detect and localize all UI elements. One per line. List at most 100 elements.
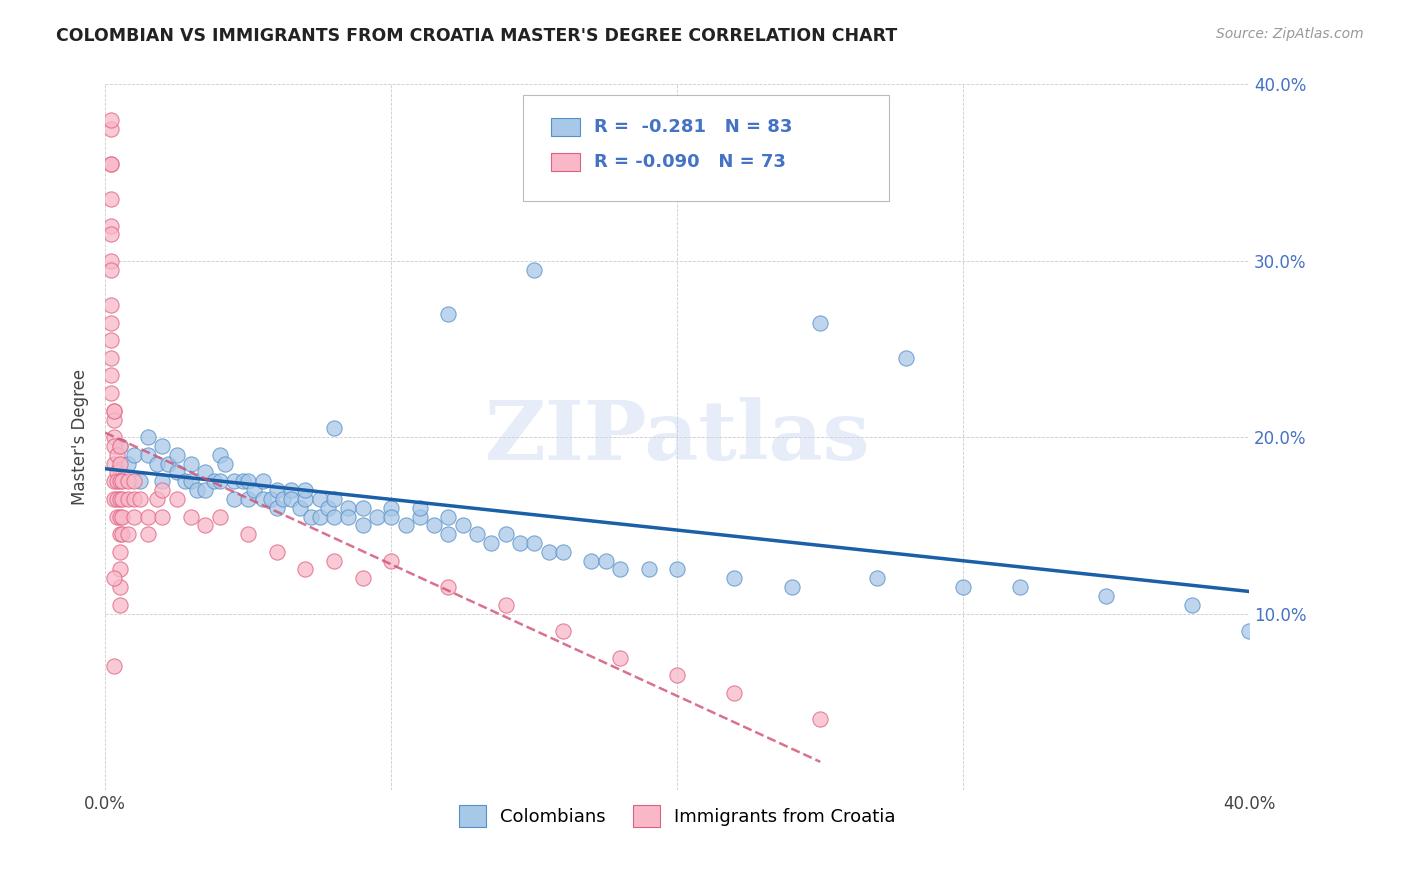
Point: [409, 500, 432, 515]
Point: [100, 157, 122, 171]
Point: [266, 483, 288, 497]
Point: [266, 545, 288, 559]
Point: [294, 491, 316, 506]
Point: [352, 571, 374, 585]
Point: [308, 491, 330, 506]
Point: [105, 509, 128, 524]
Point: [108, 527, 131, 541]
Point: [479, 536, 502, 550]
Point: [108, 562, 131, 576]
Point: [157, 457, 180, 471]
Point: [152, 475, 174, 489]
Point: [122, 475, 145, 489]
Point: [323, 491, 346, 506]
Text: R =  -0.281   N = 83: R = -0.281 N = 83: [593, 118, 792, 136]
Point: [103, 475, 125, 489]
Point: [122, 509, 145, 524]
Point: [122, 448, 145, 462]
Legend: Colombians, Immigrants from Croatia: Colombians, Immigrants from Croatia: [451, 797, 903, 834]
Point: [108, 509, 131, 524]
Point: [208, 475, 231, 489]
Point: [166, 491, 188, 506]
Point: [100, 121, 122, 136]
Point: [111, 475, 134, 489]
Point: [666, 562, 689, 576]
Point: [103, 430, 125, 444]
Point: [145, 457, 167, 471]
Point: [1095, 589, 1118, 603]
Point: [108, 475, 131, 489]
Point: [323, 509, 346, 524]
Point: [495, 527, 517, 541]
Point: [465, 527, 488, 541]
Point: [108, 457, 131, 471]
Point: [595, 554, 617, 568]
Point: [437, 527, 460, 541]
Point: [100, 192, 122, 206]
Point: [318, 500, 340, 515]
Point: [808, 712, 831, 726]
Point: [180, 475, 202, 489]
Point: [111, 491, 134, 506]
Point: [523, 536, 546, 550]
Point: [103, 412, 125, 426]
Point: [145, 491, 167, 506]
Point: [103, 659, 125, 673]
Point: [108, 491, 131, 506]
Point: [152, 509, 174, 524]
Point: [551, 545, 574, 559]
Point: [105, 475, 128, 489]
Point: [108, 439, 131, 453]
Point: [100, 262, 122, 277]
Point: [1239, 624, 1261, 639]
Point: [100, 227, 122, 242]
Point: [299, 509, 322, 524]
Point: [100, 351, 122, 365]
Point: [186, 483, 208, 497]
Point: [111, 527, 134, 541]
Point: [100, 298, 122, 312]
Point: [111, 509, 134, 524]
Point: [194, 518, 217, 533]
Point: [380, 500, 402, 515]
Point: [103, 439, 125, 453]
Text: COLOMBIAN VS IMMIGRANTS FROM CROATIA MASTER'S DEGREE CORRELATION CHART: COLOMBIAN VS IMMIGRANTS FROM CROATIA MAS…: [56, 27, 897, 45]
Point: [103, 403, 125, 417]
Point: [174, 475, 197, 489]
Point: [294, 562, 316, 576]
Point: [366, 509, 388, 524]
Point: [136, 509, 159, 524]
FancyBboxPatch shape: [523, 95, 889, 201]
Point: [100, 368, 122, 383]
Point: [194, 466, 217, 480]
Point: [243, 483, 266, 497]
Point: [423, 518, 446, 533]
Point: [581, 554, 603, 568]
Point: [280, 483, 302, 497]
Point: [238, 527, 260, 541]
Point: [108, 598, 131, 612]
Point: [152, 439, 174, 453]
Point: [103, 403, 125, 417]
Point: [100, 386, 122, 401]
Point: [214, 457, 236, 471]
Point: [609, 650, 631, 665]
Point: [780, 580, 803, 594]
Point: [323, 421, 346, 435]
Point: [122, 491, 145, 506]
FancyBboxPatch shape: [551, 153, 581, 171]
Point: [523, 262, 546, 277]
Point: [280, 491, 302, 506]
Point: [271, 491, 294, 506]
Point: [222, 475, 245, 489]
Point: [103, 457, 125, 471]
Point: [337, 500, 360, 515]
Point: [723, 686, 745, 700]
Point: [194, 483, 217, 497]
Point: [437, 509, 460, 524]
Point: [380, 509, 402, 524]
Point: [117, 475, 139, 489]
Point: [100, 157, 122, 171]
Point: [100, 112, 122, 127]
Point: [152, 483, 174, 497]
